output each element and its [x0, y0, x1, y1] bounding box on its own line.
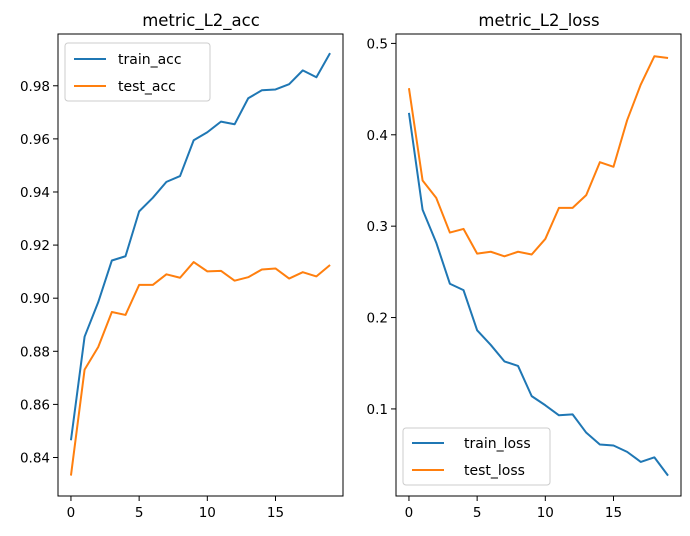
subplot-loss: metric_L2_loss 0 5 10 15 0.1 0.2 0.3 0.4 0.5 tra… [367, 11, 682, 521]
y-tick-label: 0.2 [367, 311, 388, 327]
x-tick-label: 0 [405, 505, 414, 521]
y-tick-label: 0.98 [20, 79, 50, 95]
x-tick-label: 15 [605, 505, 622, 521]
y-tick-label: 0.3 [367, 219, 388, 235]
y-tick-label: 0.88 [20, 344, 50, 360]
y-tick-label: 0.96 [20, 132, 50, 148]
x-tick-label: 5 [473, 505, 482, 521]
series-line-test-loss [407, 55, 669, 258]
x-tick-label: 0 [67, 505, 76, 521]
series-line-train-acc [69, 52, 331, 441]
subplot-loss-title: metric_L2_loss [478, 11, 599, 31]
subplot-loss-plot: 0 5 10 15 0.1 0.2 0.3 0.4 0.5 [367, 36, 669, 521]
subplot-loss-legend: train_loss test_loss [402, 427, 551, 486]
y-tick-label: 0.84 [20, 451, 50, 467]
x-tick-label: 10 [537, 505, 554, 521]
x-tick-label: 5 [135, 505, 144, 521]
y-tick-label: 0.5 [367, 36, 388, 52]
series-line-test-acc [69, 261, 331, 476]
y-tick-label: 0.4 [367, 128, 388, 144]
y-tick-label: 0.90 [20, 291, 50, 307]
legend-label-train-loss: train_loss [464, 436, 531, 452]
subplot-acc-plot: 0 5 10 15 0.84 0.86 0.88 0.90 0.92 0.94 0.96 0.98 [20, 52, 331, 521]
y-tick-label: 0.86 [20, 397, 50, 413]
y-tick-label: 0.94 [20, 185, 50, 201]
x-tick-label: 10 [199, 505, 216, 521]
subplot-acc-frame [57, 33, 344, 497]
legend-label-train-acc: train_acc [118, 52, 182, 68]
legend-label-test-loss: test_loss [464, 463, 525, 479]
series-line-train-loss [407, 112, 669, 477]
x-tick-label: 15 [267, 505, 284, 521]
subplot-acc: metric_L2_acc 0 5 10 15 0.84 0.86 0.88 0.90 0.92… [20, 11, 344, 521]
y-tick-label: 0.92 [20, 238, 50, 254]
y-tick-label: 0.1 [367, 402, 388, 418]
subplot-acc-title: metric_L2_acc [142, 11, 260, 31]
subplot-acc-legend: train_acc test_acc [64, 42, 211, 102]
legend-label-test-acc: test_acc [118, 79, 176, 95]
subplot-loss-frame [395, 33, 682, 497]
